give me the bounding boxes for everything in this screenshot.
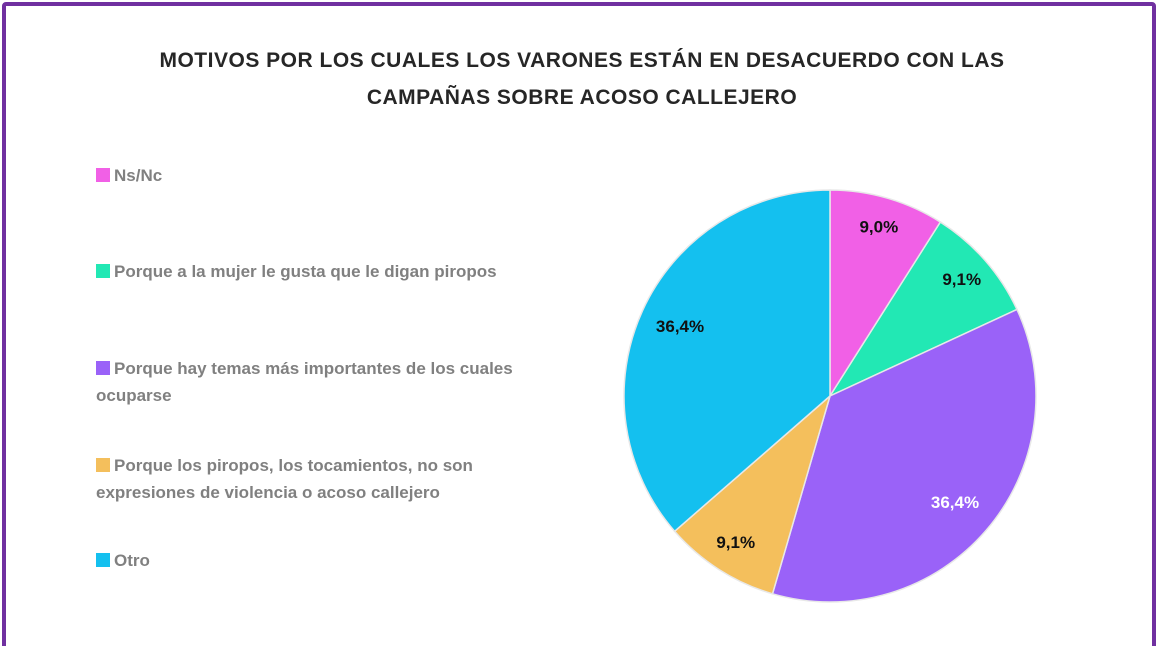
legend-label: Ns/Nc — [114, 166, 163, 185]
pie-slice — [623, 189, 831, 533]
legend-label: Porque a la mujer le gusta que le digan … — [114, 262, 497, 281]
data-label: 9,0% — [859, 217, 898, 236]
pie-slice — [673, 393, 832, 595]
pie-slice — [827, 221, 1018, 398]
legend-item: Porque hay temas más importantes de los … — [96, 355, 536, 409]
legend-swatch — [96, 553, 110, 567]
legend-label: Porque hay temas más importantes de los … — [96, 359, 513, 405]
data-label: 9,1% — [716, 533, 755, 552]
legend-swatch — [96, 264, 110, 278]
legend-item: Porque los piropos, los tocamientos, no … — [96, 452, 536, 506]
data-label: 9,1% — [942, 270, 981, 289]
legend-label: Porque los piropos, los tocamientos, no … — [96, 456, 473, 502]
data-label: 36,4% — [931, 493, 979, 512]
legend-item: Porque a la mujer le gusta que le digan … — [96, 258, 536, 285]
pie-slice — [771, 308, 1037, 603]
chart-title: MOTIVOS POR LOS CUALES LOS VARONES ESTÁN… — [159, 49, 1005, 109]
legend-item: Otro — [96, 547, 536, 574]
legend-swatch — [96, 458, 110, 472]
legend-item: Ns/Nc — [96, 162, 536, 189]
pie-slice — [829, 189, 942, 399]
legend-label: Otro — [114, 551, 150, 570]
legend-swatch — [96, 168, 110, 182]
data-label: 36,4% — [656, 317, 704, 336]
legend-swatch — [96, 361, 110, 375]
